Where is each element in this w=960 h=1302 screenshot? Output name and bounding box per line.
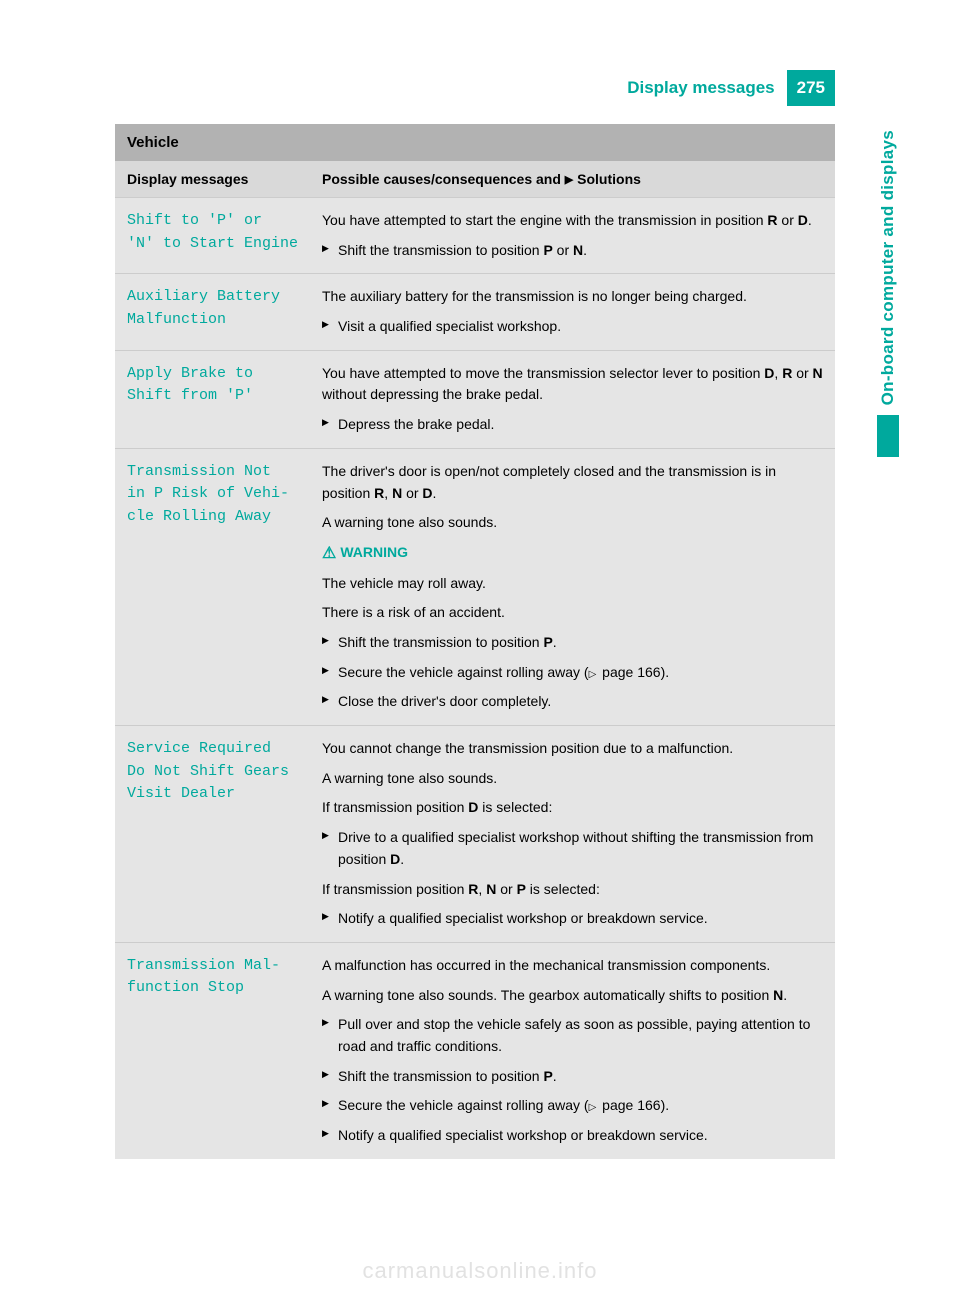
watermark: carmanualsonline.info [0, 1258, 960, 1284]
page-content: Display messages 275 Vehicle Display mes… [115, 70, 835, 1159]
side-tab-text: On-board computer and displays [878, 130, 898, 405]
body-text: A warning tone also sounds. [322, 768, 823, 790]
solutions-arrow-icon: ▶ [565, 174, 573, 186]
message-body-cell: You have attempted to move the transmiss… [322, 363, 823, 436]
message-code: Transmission Mal‐ function Stop [127, 955, 322, 1000]
column-header-right: Possible causes/consequences and ▶ Solut… [322, 171, 823, 187]
warning-icon: ⚠ [322, 542, 336, 567]
body-text: A malfunction has occurred in the mechan… [322, 955, 823, 977]
body-text: The driver's door is open/not completely… [322, 461, 823, 504]
col-right-suffix: Solutions [573, 171, 641, 187]
message-code: Transmission Not in P Risk of Vehi‐ cle … [127, 461, 322, 529]
action-step: Shift the transmission to position P. [322, 1066, 823, 1088]
message-code-cell: Transmission Mal‐ function Stop [127, 955, 322, 1147]
message-body-cell: You have attempted to start the engine w… [322, 210, 823, 261]
body-text: You cannot change the transmission posit… [322, 738, 823, 760]
side-tab: On-board computer and displays [877, 130, 899, 457]
warning-label: ⚠WARNING [322, 542, 823, 567]
column-header-left: Display messages [127, 171, 322, 187]
message-body-cell: The driver's door is open/not completely… [322, 461, 823, 713]
message-body-cell: The auxiliary battery for the transmissi… [322, 286, 823, 337]
header-title: Display messages [627, 70, 786, 106]
section-title: Vehicle [115, 124, 835, 161]
action-step: Visit a qualified specialist workshop. [322, 316, 823, 338]
message-code: Auxiliary Battery Malfunction [127, 286, 322, 331]
message-body-cell: A malfunction has occurred in the mechan… [322, 955, 823, 1147]
action-step: Secure the vehicle against rolling away … [322, 662, 823, 684]
message-code-cell: Apply Brake to Shift from 'P' [127, 363, 322, 436]
body-text: You have attempted to start the engine w… [322, 210, 823, 232]
action-step: Shift the transmission to position P. [322, 632, 823, 654]
action-step: Depress the brake pedal. [322, 414, 823, 436]
action-step: Shift the transmission to position P or … [322, 240, 823, 262]
table-row: Transmission Mal‐ function StopA malfunc… [115, 942, 835, 1159]
body-text: A warning tone also sounds. [322, 512, 823, 534]
message-code-cell: Transmission Not in P Risk of Vehi‐ cle … [127, 461, 322, 713]
message-code: Shift to 'P' or 'N' to Start Engine [127, 210, 322, 255]
body-text: There is a risk of an accident. [322, 602, 823, 624]
message-code-cell: Service Required Do Not Shift Gears Visi… [127, 738, 322, 930]
action-step: Notify a qualified specialist workshop o… [322, 908, 823, 930]
body-text: You have attempted to move the transmiss… [322, 363, 823, 406]
body-text: The auxiliary battery for the transmissi… [322, 286, 823, 308]
message-code-cell: Auxiliary Battery Malfunction [127, 286, 322, 337]
action-step: Notify a qualified specialist workshop o… [322, 1125, 823, 1147]
message-body-cell: You cannot change the transmission posit… [322, 738, 823, 930]
table-row: Auxiliary Battery MalfunctionThe auxilia… [115, 273, 835, 349]
message-table: Shift to 'P' or 'N' to Start EngineYou h… [115, 197, 835, 1159]
table-row: Service Required Do Not Shift Gears Visi… [115, 725, 835, 942]
table-row: Transmission Not in P Risk of Vehi‐ cle … [115, 448, 835, 725]
action-step: Close the driver's door completely. [322, 691, 823, 713]
page-number: 275 [787, 70, 835, 106]
column-headers: Display messages Possible causes/consequ… [115, 161, 835, 197]
action-step: Secure the vehicle against rolling away … [322, 1095, 823, 1117]
body-text: If transmission position D is selected: [322, 797, 823, 819]
table-row: Apply Brake to Shift from 'P'You have at… [115, 350, 835, 448]
body-text: The vehicle may roll away. [322, 573, 823, 595]
table-row: Shift to 'P' or 'N' to Start EngineYou h… [115, 197, 835, 273]
body-text: A warning tone also sounds. The gearbox … [322, 985, 823, 1007]
message-code: Service Required Do Not Shift Gears Visi… [127, 738, 322, 806]
action-step: Drive to a qualified specialist workshop… [322, 827, 823, 870]
col-right-prefix: Possible causes/consequences and [322, 171, 565, 187]
page-header: Display messages 275 [115, 70, 835, 106]
side-tab-block [877, 415, 899, 457]
message-code-cell: Shift to 'P' or 'N' to Start Engine [127, 210, 322, 261]
action-step: Pull over and stop the vehicle safely as… [322, 1014, 823, 1057]
body-text: If transmission position R, N or P is se… [322, 879, 823, 901]
message-code: Apply Brake to Shift from 'P' [127, 363, 322, 408]
